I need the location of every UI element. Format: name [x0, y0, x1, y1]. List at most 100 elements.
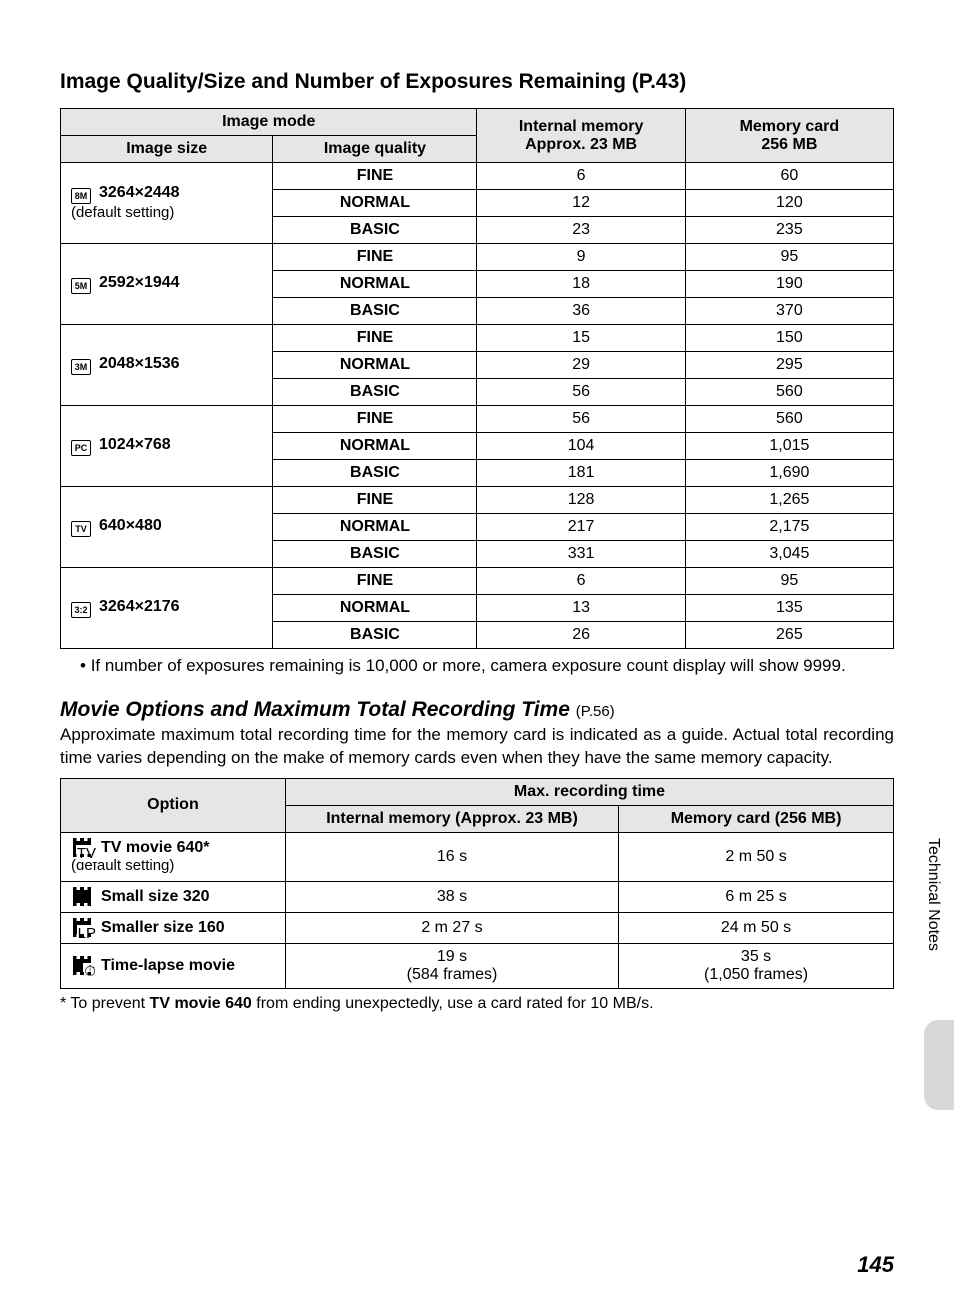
size-cell: PC 1024×768 — [61, 406, 273, 487]
card-cell: 95 — [685, 244, 893, 271]
footnote-pre: * To prevent — [60, 995, 150, 1012]
movie-footnote: * To prevent TV movie 640 from ending un… — [60, 995, 894, 1013]
option-cell: Small size 320 — [61, 881, 286, 912]
quality-cell: NORMAL — [273, 514, 477, 541]
movie-icon: TV — [73, 841, 91, 854]
quality-cell: FINE — [273, 487, 477, 514]
movie-table: OptionMax. recording timeInternal memory… — [60, 778, 894, 989]
internal-time-cell: 2 m 27 s — [285, 912, 618, 943]
option-label: Smaller size 160 — [101, 919, 225, 936]
exposures-note: • If number of exposures remaining is 10… — [70, 655, 894, 678]
option-label: Time-lapse movie — [101, 957, 235, 974]
exposures-table: Image modeInternal memoryApprox. 23 MBMe… — [60, 108, 894, 649]
side-tab-label: Technical Notes — [924, 830, 946, 1000]
internal-time-cell: 16 s — [285, 832, 618, 881]
resolution-text: 3264×2176 — [99, 598, 180, 616]
movie-icon: LP — [73, 921, 91, 934]
table-row: LP Smaller size 160 2 m 27 s24 m 50 s — [61, 912, 894, 943]
option-label: TV movie 640* — [101, 839, 210, 856]
table-row: ⏱ Time-lapse movie 19 s(584 frames)35 s(1,… — [61, 943, 894, 988]
internal-cell: 12 — [477, 190, 685, 217]
quality-cell: FINE — [273, 163, 477, 190]
internal-time-cell: 19 s(584 frames) — [285, 943, 618, 988]
card-cell: 370 — [685, 298, 893, 325]
card-time-cell: 24 m 50 s — [619, 912, 894, 943]
internal-cell: 26 — [477, 622, 685, 649]
side-tab: Technical Notes — [924, 830, 954, 1110]
size-icon: PC — [71, 440, 91, 456]
table-row: 5M2592×1944FINE995 — [61, 244, 894, 271]
movie-icon: ⏱ — [73, 959, 91, 972]
internal-cell: 56 — [477, 379, 685, 406]
movie-heading: Movie Options and Maximum Total Recordin… — [60, 698, 894, 722]
table-row: TV640×480FINE1281,265 — [61, 487, 894, 514]
resolution-text: 640×480 — [99, 517, 162, 535]
internal-cell: 9 — [477, 244, 685, 271]
size-sub: (default setting) — [71, 204, 174, 221]
hdr-image-quality: Image quality — [273, 136, 477, 163]
size-icon: 3:2 — [71, 602, 91, 618]
footnote-post: from ending unexpectedly, use a card rat… — [252, 995, 654, 1012]
card-cell: 2,175 — [685, 514, 893, 541]
internal-cell: 36 — [477, 298, 685, 325]
size-cell: 8M3264×2448(default setting) — [61, 163, 273, 244]
internal-cell: 18 — [477, 271, 685, 298]
quality-cell: FINE — [273, 568, 477, 595]
internal-cell: 15 — [477, 325, 685, 352]
quality-cell: NORMAL — [273, 352, 477, 379]
table-row: 3:23264×2176FINE695 — [61, 568, 894, 595]
option-label: Small size 320 — [101, 888, 210, 905]
internal-cell: 56 — [477, 406, 685, 433]
option-cell: TVTV movie 640*(default setting) — [61, 832, 286, 881]
card-time-cell: 6 m 25 s — [619, 881, 894, 912]
card-cell: 560 — [685, 406, 893, 433]
internal-cell: 128 — [477, 487, 685, 514]
size-cell: TV640×480 — [61, 487, 273, 568]
internal-cell: 331 — [477, 541, 685, 568]
table-row: PC1024×768FINE56560 — [61, 406, 894, 433]
movie-heading-ref: (P.56) — [576, 703, 615, 720]
resolution-text: 2592×1944 — [99, 274, 180, 292]
internal-cell: 29 — [477, 352, 685, 379]
card-cell: 60 — [685, 163, 893, 190]
hdr-image-size: Image size — [61, 136, 273, 163]
card-time-cell: 2 m 50 s — [619, 832, 894, 881]
card-cell: 560 — [685, 379, 893, 406]
option-cell: LP Smaller size 160 — [61, 912, 286, 943]
footnote-bold: TV movie 640 — [150, 995, 252, 1012]
card-cell: 295 — [685, 352, 893, 379]
quality-cell: FINE — [273, 244, 477, 271]
quality-cell: FINE — [273, 406, 477, 433]
card-cell: 1,015 — [685, 433, 893, 460]
quality-cell: BASIC — [273, 460, 477, 487]
page-number: 145 — [857, 1252, 894, 1278]
resolution-text: 3264×2448 — [99, 184, 180, 202]
exposures-note-text: If number of exposures remaining is 10,0… — [91, 656, 846, 675]
quality-cell: NORMAL — [273, 190, 477, 217]
quality-cell: FINE — [273, 325, 477, 352]
internal-cell: 6 — [477, 568, 685, 595]
internal-cell: 23 — [477, 217, 685, 244]
hdr-image-mode: Image mode — [61, 109, 477, 136]
size-icon: 3M — [71, 359, 91, 375]
internal-time-cell: 38 s — [285, 881, 618, 912]
card-cell: 150 — [685, 325, 893, 352]
exposures-heading: Image Quality/Size and Number of Exposur… — [60, 70, 894, 94]
card-cell: 190 — [685, 271, 893, 298]
hdr-memory-card: Memory card256 MB — [685, 109, 893, 163]
card-cell: 1,265 — [685, 487, 893, 514]
card-time-cell: 35 s(1,050 frames) — [619, 943, 894, 988]
card-cell: 135 — [685, 595, 893, 622]
table-row: 3M2048×1536FINE15150 — [61, 325, 894, 352]
table-row: 8M3264×2448(default setting)FINE660 — [61, 163, 894, 190]
resolution-text: 1024×768 — [99, 436, 171, 454]
movie-icon — [73, 890, 91, 903]
size-icon: 5M — [71, 278, 91, 294]
quality-cell: BASIC — [273, 379, 477, 406]
card-cell: 95 — [685, 568, 893, 595]
card-cell: 120 — [685, 190, 893, 217]
quality-cell: NORMAL — [273, 271, 477, 298]
internal-cell: 217 — [477, 514, 685, 541]
quality-cell: BASIC — [273, 622, 477, 649]
table-row: Small size 320 38 s6 m 25 s — [61, 881, 894, 912]
